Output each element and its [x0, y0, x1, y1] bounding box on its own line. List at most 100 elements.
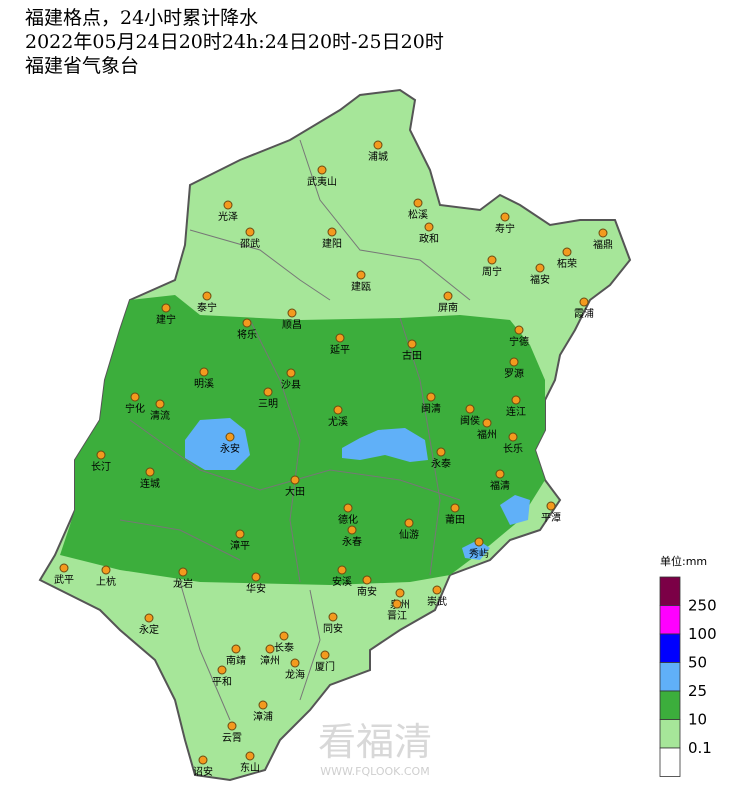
- city-label: 沙县: [281, 379, 301, 391]
- city-marker: [333, 405, 343, 415]
- city-label: 武平: [54, 573, 74, 586]
- city-marker: [579, 297, 589, 307]
- city-marker: [508, 432, 518, 442]
- city-marker: [130, 392, 140, 402]
- city-marker: [514, 325, 524, 335]
- city-marker: [231, 644, 241, 654]
- city-marker: [328, 612, 338, 622]
- city-marker: [362, 575, 372, 585]
- city-marker: [327, 227, 337, 237]
- city-label: 寿宁: [495, 222, 515, 235]
- city-label: 浦城: [368, 150, 388, 163]
- rain-area-25: [185, 418, 530, 560]
- city-label: 永定: [139, 623, 159, 636]
- city-marker: [404, 518, 414, 528]
- city-marker: [337, 565, 347, 575]
- city-marker: [424, 222, 434, 232]
- city-marker: [356, 270, 366, 280]
- city-label: 宁德: [509, 335, 529, 348]
- city-label: 三明: [258, 398, 278, 410]
- city-label: 福鼎: [593, 238, 613, 251]
- city-marker: [392, 599, 402, 609]
- watermark-url: WWW.FQLOOK.COM: [320, 765, 429, 778]
- city-label: 漳平: [230, 539, 250, 552]
- city-label: 东山: [240, 761, 260, 774]
- city-marker: [432, 585, 442, 595]
- city-marker: [395, 588, 405, 598]
- city-label: 邵武: [240, 237, 260, 250]
- city-label: 清流: [150, 409, 170, 422]
- city-label: 连江: [506, 405, 526, 418]
- city-label: 泰宁: [197, 301, 217, 314]
- city-marker: [509, 357, 519, 367]
- city-label: 将乐: [237, 329, 257, 341]
- city-label: 光泽: [218, 210, 238, 223]
- city-label: 华安: [246, 582, 266, 595]
- legend-label: 50: [688, 654, 707, 672]
- city-label: 永泰: [431, 457, 451, 470]
- legend-label: 100: [688, 625, 717, 643]
- city-label: 松溪: [408, 208, 428, 221]
- city-marker: [443, 291, 453, 301]
- city-label: 柘荣: [557, 257, 577, 270]
- city-label: 福州: [477, 428, 497, 441]
- city-marker: [598, 228, 608, 238]
- city-marker: [546, 501, 556, 511]
- city-marker: [198, 755, 208, 765]
- city-marker: [251, 572, 261, 582]
- city-marker: [178, 567, 188, 577]
- city-marker: [235, 529, 245, 539]
- city-marker: [436, 447, 446, 457]
- legend-swatch: [659, 662, 681, 692]
- city-marker: [495, 469, 505, 479]
- legend-label: 250: [688, 597, 717, 615]
- city-marker: [101, 565, 111, 575]
- city-marker: [144, 613, 154, 623]
- title-line: 福建格点，24小时累计降水: [25, 7, 258, 29]
- city-marker: [279, 631, 289, 641]
- city-label: 延平: [330, 344, 350, 356]
- city-label: 漳浦: [253, 710, 273, 723]
- city-marker: [562, 247, 572, 257]
- city-marker: [487, 255, 497, 265]
- city-label: 武夷山: [307, 175, 337, 188]
- city-label: 同安: [323, 622, 343, 635]
- city-marker: [286, 368, 296, 378]
- city-label: 平和: [212, 676, 232, 688]
- city-marker: [413, 198, 423, 208]
- city-marker: [59, 563, 69, 573]
- city-label: 长泰: [274, 641, 294, 654]
- city-marker: [474, 537, 484, 547]
- city-marker: [287, 308, 297, 318]
- legend-label: 10: [688, 711, 707, 729]
- city-marker: [161, 303, 171, 313]
- city-marker: [145, 467, 155, 477]
- legend-label: 0.1: [688, 739, 712, 757]
- legend-swatch: [659, 576, 681, 606]
- city-marker: [290, 475, 300, 485]
- city-label: 龙岩: [173, 577, 193, 590]
- legend-unit: 单位:mm: [660, 554, 707, 568]
- city-label: 尤溪: [328, 415, 348, 428]
- city-label: 南靖: [226, 654, 246, 667]
- city-label: 闽清: [421, 402, 441, 415]
- legend-label: 25: [688, 682, 707, 700]
- city-marker: [343, 503, 353, 513]
- city-label: 秀屿: [469, 548, 489, 560]
- city-label: 福安: [530, 273, 550, 286]
- city-marker: [511, 395, 521, 405]
- city-label: 连城: [140, 477, 160, 490]
- legend-swatch: [659, 719, 681, 749]
- rain-area-10: [60, 295, 545, 585]
- city-label: 政和: [419, 232, 439, 245]
- city-label: 仙游: [399, 528, 419, 541]
- city-marker: [245, 751, 255, 761]
- city-marker: [465, 404, 475, 414]
- city-label: 宁化: [125, 402, 145, 415]
- city-label: 南安: [357, 585, 377, 598]
- city-marker: [317, 165, 327, 175]
- city-marker: [290, 658, 300, 668]
- city-label: 福清: [490, 479, 510, 492]
- city-label: 建瓯: [351, 280, 371, 293]
